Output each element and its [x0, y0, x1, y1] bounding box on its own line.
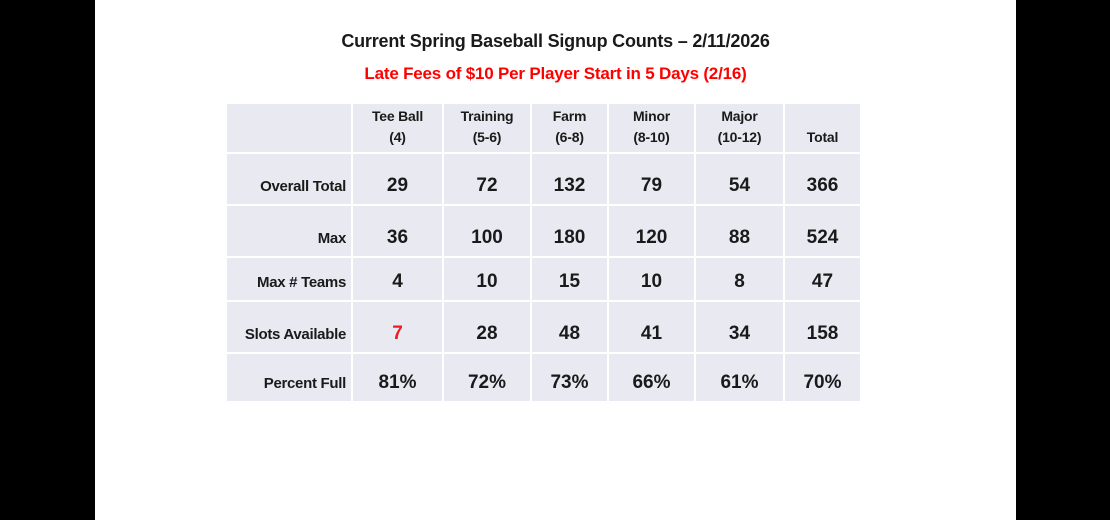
column-header: Farm (6-8): [532, 104, 607, 152]
table-cell: 34: [696, 302, 783, 352]
table-cell: 10: [609, 258, 694, 300]
column-header: Minor (8-10): [609, 104, 694, 152]
row-label: Percent Full: [227, 354, 351, 401]
row-label: Max: [227, 206, 351, 256]
table-cell: 10: [444, 258, 530, 300]
table-cell: 73%: [532, 354, 607, 401]
table-cell: 29: [353, 154, 442, 204]
table-cell: 15: [532, 258, 607, 300]
table-cell: 72%: [444, 354, 530, 401]
table-cell: 36: [353, 206, 442, 256]
table-cell: 132: [532, 154, 607, 204]
table-cell: 100: [444, 206, 530, 256]
signup-counts-table: Tee Ball (4) Training (5-6) Farm (6-8) Mino…: [227, 104, 860, 401]
table-cell: 70%: [785, 354, 860, 401]
table-cell: 120: [609, 206, 694, 256]
table-cell: 48: [532, 302, 607, 352]
table-cell: 8: [696, 258, 783, 300]
table-cell: 47: [785, 258, 860, 300]
column-header: Major (10-12): [696, 104, 783, 152]
table-cell: 366: [785, 154, 860, 204]
table-cell: 41: [609, 302, 694, 352]
table-cell: 72: [444, 154, 530, 204]
table-cell: 81%: [353, 354, 442, 401]
table-cell: 4: [353, 258, 442, 300]
table-cell: 79: [609, 154, 694, 204]
row-label: Slots Available: [227, 302, 351, 352]
table-cell: 180: [532, 206, 607, 256]
table-cell: 7: [353, 302, 442, 352]
column-header: Tee Ball (4): [353, 104, 442, 152]
page-title: Current Spring Baseball Signup Counts – …: [341, 31, 770, 51]
row-label: Overall Total: [227, 154, 351, 204]
column-header: Total: [785, 104, 860, 152]
row-label: Max # Teams: [227, 258, 351, 300]
table-cell: 54: [696, 154, 783, 204]
late-fee-notice: Late Fees of $10 Per Player Start in 5 D…: [364, 64, 747, 83]
table-cell: 88: [696, 206, 783, 256]
table-cell: 61%: [696, 354, 783, 401]
table-cell: 524: [785, 206, 860, 256]
slide-canvas: Current Spring Baseball Signup Counts – …: [95, 0, 1016, 520]
table-cell: 158: [785, 302, 860, 352]
column-header: Training (5-6): [444, 104, 530, 152]
table-cell: 28: [444, 302, 530, 352]
table-cell: 66%: [609, 354, 694, 401]
corner-cell: [227, 104, 351, 152]
